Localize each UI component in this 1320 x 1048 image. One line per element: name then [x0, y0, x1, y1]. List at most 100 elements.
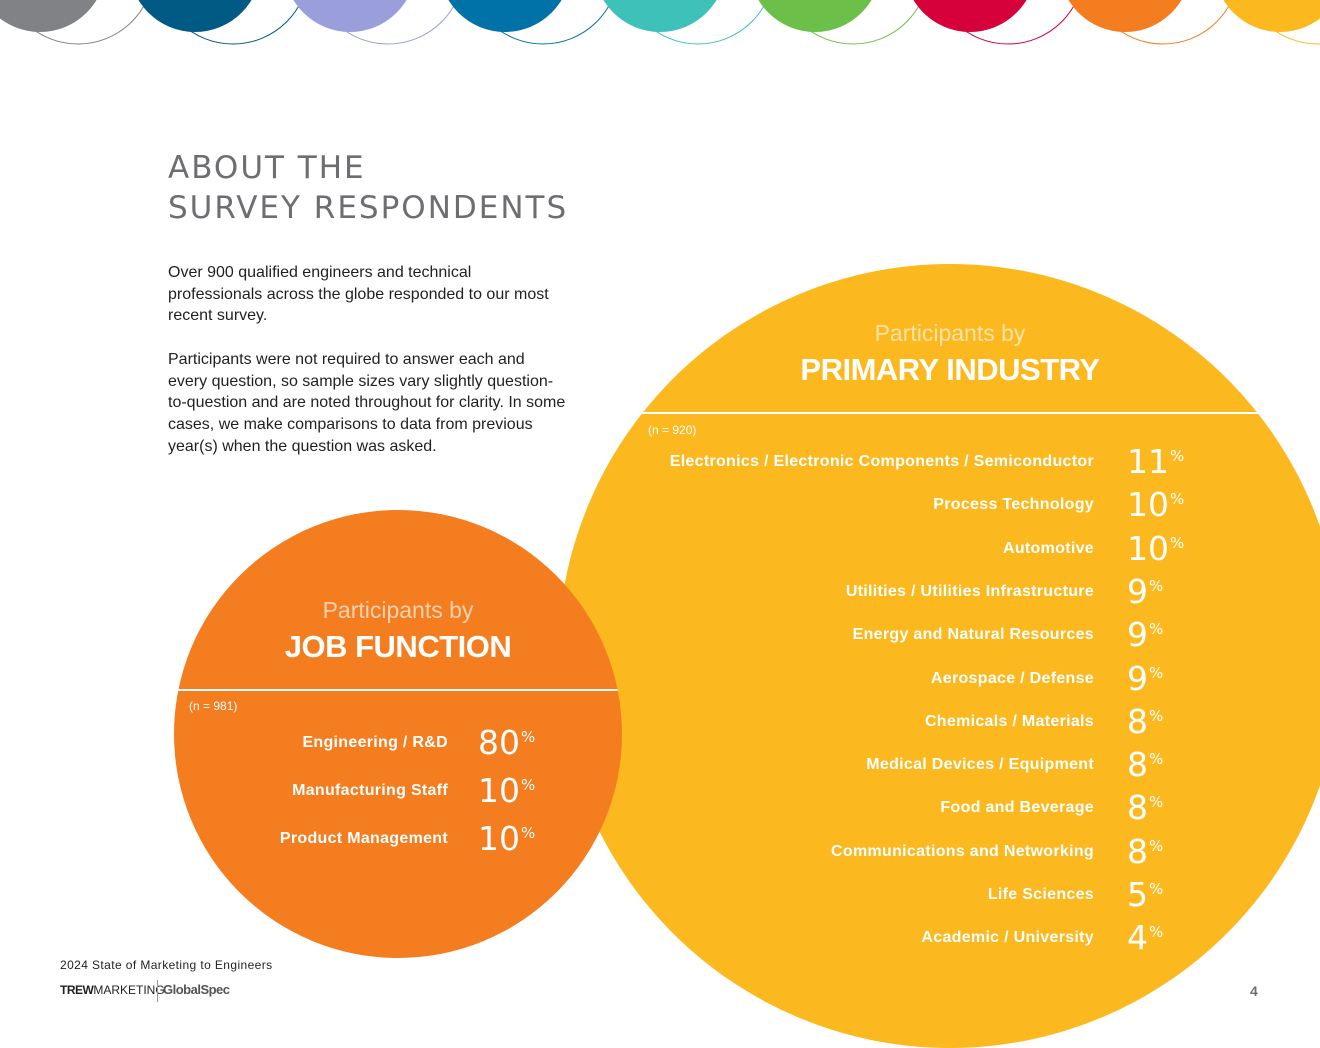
logo-divider — [157, 980, 158, 1002]
decorative-ring — [938, 0, 1078, 45]
industry-row: Process Technology 10% — [558, 485, 1184, 525]
industry-row: Aerospace / Defense 9% — [558, 659, 1163, 699]
industry-row-number: 5 — [1127, 875, 1148, 914]
percent-sign: % — [1170, 533, 1185, 552]
decorative-arc — [758, 0, 872, 32]
industry-row: Academic / University 4% — [558, 918, 1163, 958]
job-function-row: Product Management 10% — [174, 819, 535, 859]
percent-sign: % — [1149, 706, 1164, 725]
industry-row-value: 9% — [1127, 659, 1163, 699]
percent-sign: % — [521, 776, 536, 794]
percent-sign: % — [1149, 663, 1164, 682]
page-title-line-2: SURVEY RESPONDENTS — [168, 190, 569, 226]
industry-row-number: 8 — [1127, 831, 1148, 871]
industry-row: Energy and Natural Resources 9% — [558, 615, 1164, 655]
percent-sign: % — [1149, 750, 1164, 769]
industry-row-value: 5% — [1127, 875, 1163, 915]
percent-sign: % — [1149, 880, 1164, 898]
job-function-row-number: 80 — [478, 723, 520, 762]
percent-sign: % — [521, 728, 536, 746]
industry-row-label: Communications and Networking — [831, 842, 1094, 860]
job-function-row: Engineering / R&D 80% — [174, 723, 535, 763]
industry-row-value: 11% — [1127, 442, 1184, 482]
percent-sign: % — [1149, 576, 1164, 595]
decorative-arc — [1068, 0, 1182, 32]
decorative-arc — [0, 0, 97, 32]
decorative-arc — [448, 0, 562, 32]
trew-logo-bold: TREW — [60, 983, 94, 997]
decorative-arc — [1223, 0, 1320, 32]
industry-row-value: 8% — [1127, 788, 1163, 828]
job-function-row-value: 10% — [478, 819, 535, 859]
industry-row-label: Electronics / Electronic Components / Se… — [669, 453, 1094, 470]
job-function-row-label: Engineering / R&D — [302, 734, 448, 751]
industry-row-value: 10% — [1127, 485, 1184, 525]
industry-row-value: 9% — [1127, 615, 1163, 655]
job-function-sample-size: (n = 981) — [189, 699, 238, 713]
industry-row-number: 8 — [1127, 701, 1148, 741]
industry-row-number: 11 — [1127, 442, 1169, 481]
industry-row-value: 4% — [1127, 918, 1163, 958]
intro-paragraph-2: Participants were not required to answer… — [168, 350, 566, 455]
industry-row-label: Process Technology — [933, 496, 1094, 514]
industry-row: Electronics / Electronic Components / Se… — [558, 442, 1185, 482]
decorative-ring — [1248, 0, 1320, 45]
decorative-ring — [1093, 0, 1233, 45]
industry-row-number: 8 — [1127, 745, 1148, 785]
primary-industry-subtitle: Participants by — [874, 320, 1026, 346]
percent-sign: % — [1149, 620, 1164, 639]
industry-row-number: 9 — [1127, 658, 1148, 698]
intro-text: Over 900 qualified engineers and technic… — [168, 262, 568, 479]
industry-row-value: 8% — [1127, 832, 1163, 872]
page-title-line-1: ABOUT THE — [168, 150, 366, 186]
footer-report-title: 2024 State of Marketing to Engineers — [60, 958, 273, 972]
job-function-heading: JOB FUNCTION — [284, 629, 512, 664]
industry-row-label: Utilities / Utilities Infrastructure — [845, 582, 1094, 600]
industry-row: Utilities / Utilities Infrastructure 9% — [558, 572, 1163, 612]
industry-row-value: 9% — [1127, 572, 1163, 612]
decorative-ring — [783, 0, 923, 45]
industry-row: Automotive 10% — [558, 529, 1184, 569]
primary-industry-heading: PRIMARY INDUSTRY — [800, 352, 1100, 387]
industry-row-label: Academic / University — [921, 929, 1094, 947]
job-function-row: Manufacturing Staff 10% — [174, 771, 535, 811]
industry-row-number: 10 — [1127, 528, 1169, 568]
industry-row-number: 9 — [1127, 615, 1148, 655]
percent-sign: % — [1149, 793, 1164, 812]
industry-row-label: Chemicals / Materials — [924, 712, 1094, 730]
decorative-ring — [8, 0, 148, 45]
percent-sign: % — [521, 824, 536, 842]
industry-row: Communications and Networking 8% — [558, 832, 1163, 872]
job-function-row-value: 10% — [478, 771, 535, 811]
decorative-arc — [293, 0, 407, 32]
industry-row-label: Aerospace / Defense — [930, 669, 1094, 687]
trew-logo-rest: MARKETING — [93, 983, 165, 997]
percent-sign: % — [1170, 490, 1185, 509]
percent-sign: % — [1149, 923, 1164, 942]
globalspec-logo: GlobalSpec — [163, 982, 230, 997]
industry-row-value: 10% — [1127, 529, 1184, 569]
industry-row: Life Sciences 5% — [558, 875, 1163, 915]
decorative-arc — [913, 0, 1027, 32]
industry-row-label: Food and Beverage — [940, 799, 1094, 817]
industry-row-label: Energy and Natural Resources — [852, 626, 1094, 644]
intro-paragraph-1: Over 900 qualified engineers and technic… — [168, 264, 549, 325]
primary-industry-sample-size: (n = 920) — [648, 423, 697, 437]
percent-sign: % — [1170, 447, 1185, 465]
decorative-ring — [473, 0, 613, 45]
industry-row-value: 8% — [1127, 745, 1163, 785]
page-title: ABOUT THE SURVEY RESPONDENTS — [168, 148, 568, 228]
job-function-row-value: 80% — [478, 723, 535, 763]
industry-row-label: Life Sciences — [987, 886, 1094, 903]
percent-sign: % — [1149, 836, 1164, 855]
page-number: 4 — [1250, 983, 1258, 999]
decorative-ring — [628, 0, 768, 45]
job-function-row-label: Manufacturing Staff — [292, 782, 448, 799]
industry-row-number: 9 — [1127, 571, 1148, 611]
decorative-ring — [163, 0, 303, 45]
decorative-ring — [318, 0, 458, 45]
industry-row: Food and Beverage 8% — [558, 788, 1163, 828]
decorative-arc — [138, 0, 252, 32]
primary-industry-circle: Participants by PRIMARY INDUSTRY (n = 92… — [558, 264, 1320, 1048]
job-function-divider — [174, 689, 622, 691]
